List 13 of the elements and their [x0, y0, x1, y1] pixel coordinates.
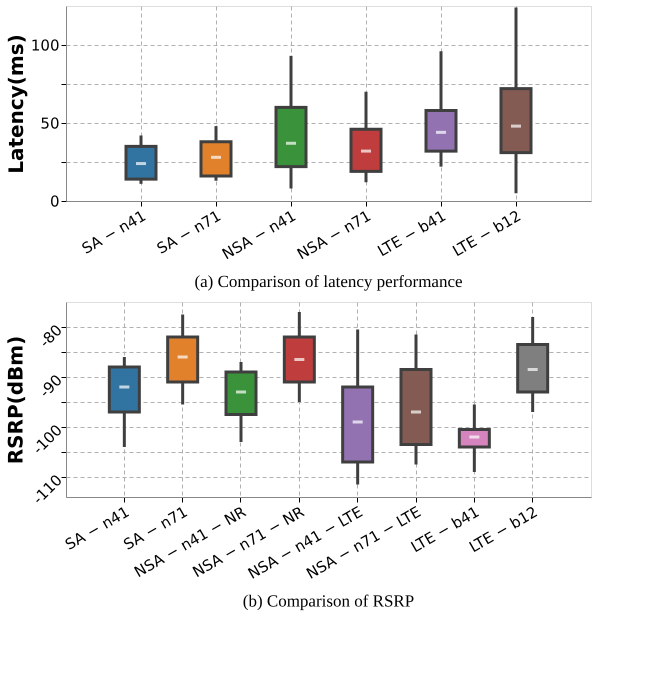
y-tick-label: 50 — [40, 114, 60, 132]
x-tick-label: NSA − n71 — [294, 206, 374, 264]
text: (a) Comparison of latency performance — [194, 272, 463, 291]
text: (b) Comparison of RSRP — [242, 592, 414, 610]
y-tick-label: 0 — [50, 192, 60, 210]
x-tick-label: LTE − b41 — [374, 206, 449, 260]
y-tick-label: -90 — [36, 371, 66, 402]
y-axis-title: RSRP(dBm) — [3, 336, 28, 464]
y-axis-title: Latency(ms) — [4, 34, 28, 174]
x-tick-label: LTE − b12 — [449, 206, 524, 260]
y-tick-label: 100 — [30, 36, 60, 54]
y-tick-label: -80 — [36, 321, 66, 352]
x-tick-label: SA − n41 — [78, 206, 149, 258]
